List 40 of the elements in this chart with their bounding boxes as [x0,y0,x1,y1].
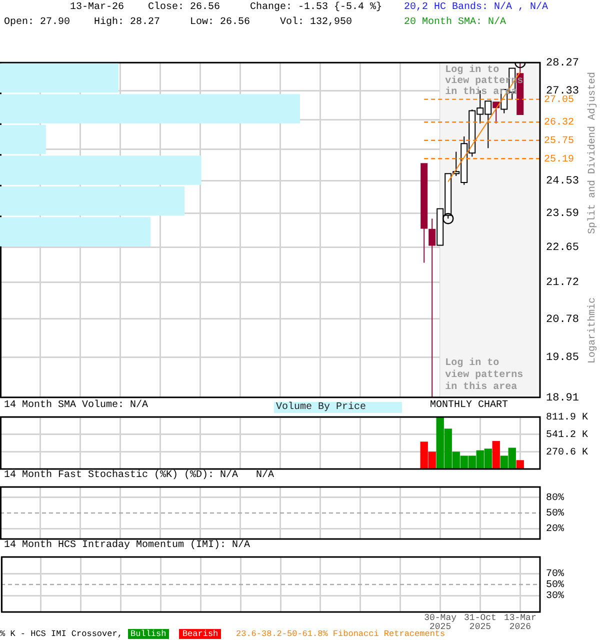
bar [492,441,500,469]
text: 20,2 HC Bands: N/A , N/A [404,2,548,13]
x-tick-label: 13-Mar 2026 [504,612,536,632]
y-tick-label: 811.9 K [546,412,588,424]
text: Bullish [128,629,170,639]
y-tick-label: 23.59 [546,208,580,220]
y-tick-label: 19.85 [546,352,580,364]
ref-line-label: 26.32 [544,118,574,129]
chart-subtitle: Open: 27.90 High: 28.27 Low: 26.56 Vol: 132,950 [4,17,352,28]
chart-title: 14 Month HCS Intraday Momentum (IMI): N/A [4,540,250,551]
text: 20 Month SMA: N/A [404,17,506,28]
y-tick-label: 20.78 [546,314,580,326]
annotation: Log in to view patterns in this area [445,356,524,393]
y-tick-label: 30% [546,591,564,602]
y-tick-label: 28.27 [546,58,580,70]
x-tick-label: 31-Oct 2025 [464,612,496,632]
ref-line-label: 25.75 [544,136,574,147]
text: % K - HCS IMI Crossover, [0,629,124,639]
y-tick-label: 18.91 [546,392,580,404]
text: Bearish [179,629,222,639]
y-tick-label: 20% [546,524,564,536]
text: MONTHLY CHART [430,400,508,411]
text: Volume By Price [274,402,402,413]
y-tick-label: 22.65 [546,242,580,254]
y-tick-label: 24.53 [546,176,580,188]
y-tick-label: 50% [546,580,564,592]
bar [516,460,524,469]
text: Logarithmic [586,297,599,364]
chart-title: 14 Month Fast Stochastic (%K) (%D): N/A N/A [4,470,274,481]
y-tick-label: 50% [546,508,564,520]
y-axis-title: Split and Dividend Adjusted [586,72,599,234]
y-tick-label: 541.2 K [546,430,588,441]
y-tick-label: 70% [546,569,564,580]
text: 23.6-38.2-50-61.8% Fibonacci Retracements [236,629,446,639]
y-tick-label: 270.6 K [546,447,588,458]
ref-line-label: 25.19 [544,154,574,166]
y-tick-label: 80% [546,493,564,504]
chart-title: 13-Mar-26 Close: 26.56 Change: -1.53 {-5.4 %} [70,2,382,13]
chart-title: 14 Month SMA Volume: N/A [4,400,148,411]
y-tick-label: 21.72 [546,276,580,289]
